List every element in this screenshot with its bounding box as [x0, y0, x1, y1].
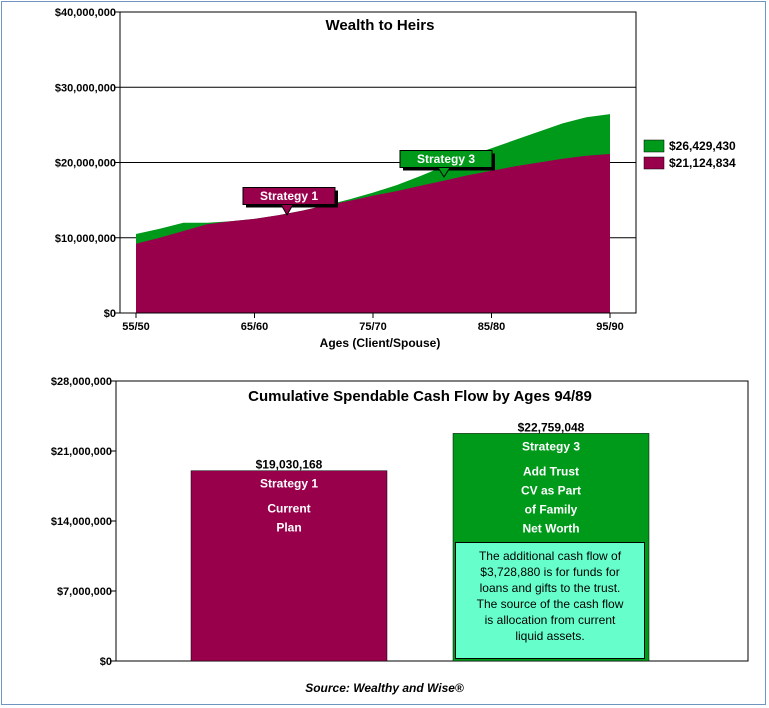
y-tick-label: $10,000,000 — [55, 233, 116, 245]
bar-label-line: Current — [267, 502, 310, 516]
callout-line: liquid assets. — [515, 629, 585, 643]
bar-value-label: $19,030,168 — [256, 458, 323, 472]
x-tick-label: 95/90 — [596, 321, 624, 333]
bar — [190, 470, 388, 662]
callout-line: $3,728,880 is for funds for — [480, 565, 620, 579]
bar-value-label: $22,759,048 — [518, 420, 585, 434]
legend-swatch — [643, 156, 665, 170]
strategy-1-annotation-label: Strategy 1 — [260, 189, 318, 203]
x-tick-label: 55/50 — [122, 321, 150, 333]
cash-flow-callout: The additional cash flow of $3,728,880 i… — [455, 542, 645, 659]
y-tick-label: $14,000,000 — [51, 516, 112, 528]
x-axis-label: Ages (Client/Spouse) — [320, 336, 441, 350]
x-tick-label: 65/60 — [241, 321, 269, 333]
y-tick-label: $20,000,000 — [55, 158, 116, 170]
cash-flow-bar-chart: $28,000,000 $21,000,000 $14,000,000 $7,000,… — [51, 376, 749, 668]
bar-label-line: Plan — [276, 521, 301, 535]
callout-line: loans and gifts to the trust. — [479, 581, 621, 595]
y-tick-label: $21,000,000 — [51, 446, 112, 458]
source-caption: Source: Wealthy and Wise® — [305, 681, 464, 695]
chart-title: Cumulative Spendable Cash Flow by Ages 9… — [248, 388, 592, 405]
legend-label: $26,429,430 — [669, 139, 736, 153]
callout-line: is allocation from current — [484, 613, 616, 627]
chart-title: Wealth to Heirs — [326, 17, 435, 34]
bar-label-line: Net Worth — [522, 521, 579, 535]
y-tick-label: $7,000,000 — [57, 586, 112, 598]
bar-label-line: Strategy 3 — [522, 439, 580, 453]
y-tick-label: $28,000,000 — [51, 376, 112, 388]
strategy-1-annotation-pointer — [280, 204, 294, 217]
wealth-to-heirs-chart: $40,000,000 $30,000,000 $20,000,000 $10,000… — [55, 7, 736, 350]
y-tick-label: $40,000,000 — [55, 7, 116, 19]
y-tick-label: $0 — [100, 656, 112, 668]
legend-label: $21,124,834 — [669, 156, 736, 170]
y-tick-label: $0 — [104, 308, 116, 320]
y-tick-label: $30,000,000 — [55, 82, 116, 94]
area-series-strategy-1 — [136, 154, 610, 313]
x-tick-label: 75/70 — [359, 321, 387, 333]
strategy-3-annotation-label: Strategy 3 — [417, 152, 475, 166]
strategy-3-annotation-pointer — [437, 167, 451, 178]
legend-swatch — [643, 139, 665, 153]
bar-label-line: of Family — [525, 502, 578, 516]
bar-label-line: Add Trust — [523, 464, 579, 478]
callout-line: The additional cash flow of — [478, 549, 622, 563]
bar-label-line: CV as Part — [521, 483, 581, 497]
callout-line: The source of the cash flow — [476, 597, 624, 611]
bar-label-line: Strategy 1 — [260, 477, 318, 491]
x-tick-label: 85/80 — [478, 321, 506, 333]
